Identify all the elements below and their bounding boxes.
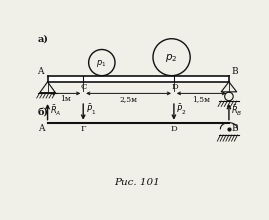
Text: $\bar{P}_2$: $\bar{P}_2$ — [176, 103, 186, 117]
Text: б): б) — [37, 107, 48, 116]
Text: Г: Г — [80, 125, 86, 133]
Text: B: B — [231, 124, 238, 133]
Text: A: A — [37, 67, 44, 76]
Text: 2,5м: 2,5м — [119, 95, 137, 103]
Text: D: D — [171, 82, 178, 91]
Text: B: B — [231, 67, 238, 76]
Text: 1м: 1м — [60, 95, 71, 103]
Text: $\bar{R}_B$: $\bar{R}_B$ — [231, 104, 243, 118]
Text: $p_1$: $p_1$ — [96, 58, 106, 69]
Text: $\bar{R}_A$: $\bar{R}_A$ — [50, 104, 61, 118]
Text: $\bar{P}_1$: $\bar{P}_1$ — [86, 103, 96, 117]
Text: 1,5м: 1,5м — [192, 95, 210, 103]
Text: C: C — [81, 82, 87, 91]
Text: D: D — [171, 125, 177, 133]
Text: A: A — [38, 124, 44, 133]
Text: Рис. 101: Рис. 101 — [115, 178, 160, 187]
Text: $p_2$: $p_2$ — [165, 52, 178, 64]
Text: а): а) — [37, 34, 48, 43]
